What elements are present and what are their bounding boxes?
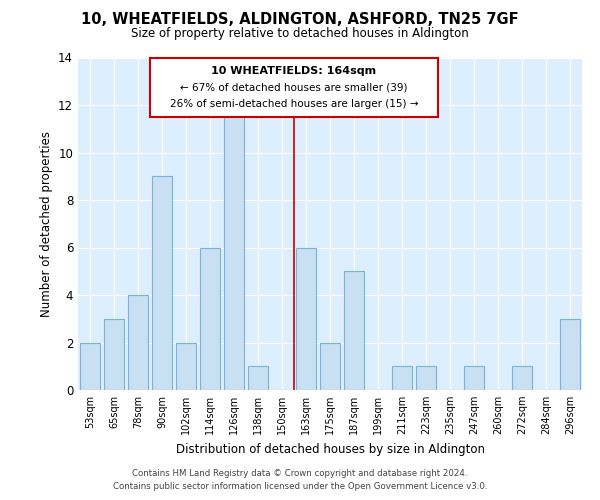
Bar: [152, 176, 172, 390]
Bar: [80, 342, 100, 390]
FancyBboxPatch shape: [150, 58, 438, 117]
Bar: [512, 366, 532, 390]
Bar: [104, 319, 124, 390]
X-axis label: Distribution of detached houses by size in Aldington: Distribution of detached houses by size …: [176, 442, 485, 456]
Text: Size of property relative to detached houses in Aldington: Size of property relative to detached ho…: [131, 28, 469, 40]
Bar: [248, 366, 268, 390]
Text: 10, WHEATFIELDS, ALDINGTON, ASHFORD, TN25 7GF: 10, WHEATFIELDS, ALDINGTON, ASHFORD, TN2…: [81, 12, 519, 28]
Text: 26% of semi-detached houses are larger (15) →: 26% of semi-detached houses are larger (…: [170, 99, 418, 109]
Bar: [200, 248, 220, 390]
Text: Contains HM Land Registry data © Crown copyright and database right 2024.
Contai: Contains HM Land Registry data © Crown c…: [113, 470, 487, 491]
Bar: [344, 271, 364, 390]
Bar: [464, 366, 484, 390]
Bar: [176, 342, 196, 390]
Bar: [416, 366, 436, 390]
Bar: [296, 248, 316, 390]
Bar: [128, 295, 148, 390]
Bar: [560, 319, 580, 390]
Bar: [224, 105, 244, 390]
Text: 10 WHEATFIELDS: 164sqm: 10 WHEATFIELDS: 164sqm: [211, 66, 377, 76]
Text: ← 67% of detached houses are smaller (39): ← 67% of detached houses are smaller (39…: [180, 82, 408, 92]
Y-axis label: Number of detached properties: Number of detached properties: [40, 130, 53, 317]
Bar: [392, 366, 412, 390]
Bar: [320, 342, 340, 390]
